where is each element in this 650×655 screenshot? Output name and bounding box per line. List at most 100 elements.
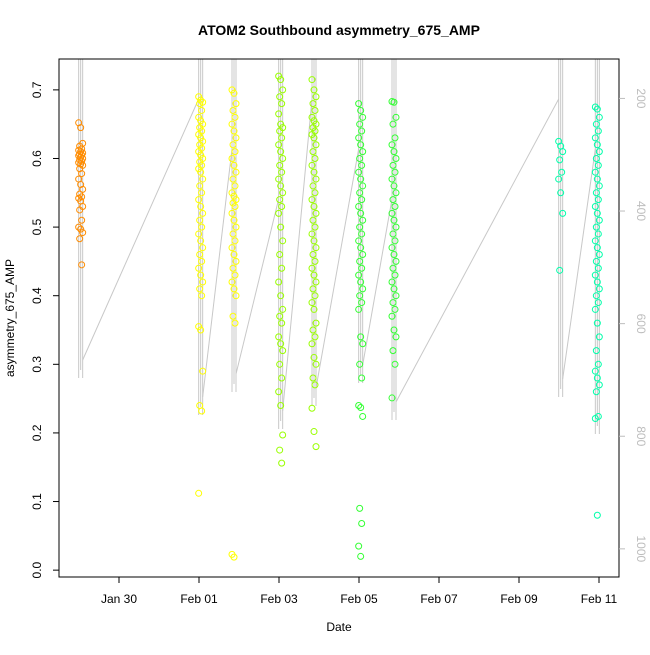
data-point <box>559 148 567 156</box>
data-point <box>359 412 367 420</box>
data-point <box>230 251 238 259</box>
y-axis: 0.0 0.1 0.2 0.3 0.4 0.5 0.6 0.7 <box>30 81 59 578</box>
data-point <box>355 542 363 550</box>
data-point <box>389 196 397 204</box>
y2-tick-label: 200 <box>634 88 648 108</box>
data-point <box>309 251 317 259</box>
data-point <box>232 292 240 300</box>
data-point <box>593 278 601 286</box>
data-point <box>278 203 286 211</box>
data-point <box>390 148 398 156</box>
data-point <box>355 168 363 176</box>
data-point <box>592 120 600 128</box>
data-point <box>389 230 397 238</box>
data-point <box>229 141 237 149</box>
x-tick-label: Feb 09 <box>500 592 538 606</box>
data-point <box>312 443 320 451</box>
data-point <box>230 192 238 200</box>
y-tick-label: 0.5 <box>30 218 44 235</box>
data-point <box>276 360 284 368</box>
data-point <box>310 271 318 279</box>
data-point <box>392 292 400 300</box>
data-point <box>391 134 399 142</box>
y-tick-label: 0.3 <box>30 356 44 373</box>
data-point <box>277 223 285 231</box>
data-point <box>389 264 397 272</box>
data-point <box>197 326 205 334</box>
data-point <box>279 431 287 439</box>
data-point <box>199 175 207 183</box>
data-point <box>228 86 236 94</box>
data-point <box>276 93 284 101</box>
data-point <box>392 189 400 197</box>
data-point <box>231 182 239 190</box>
data-points <box>75 72 603 561</box>
data-point <box>309 216 317 224</box>
data-point <box>232 168 240 176</box>
data-point <box>591 237 599 245</box>
data-point <box>558 168 566 176</box>
data-point <box>311 106 319 114</box>
data-point <box>195 489 203 497</box>
data-point <box>275 175 283 183</box>
data-point <box>392 113 400 121</box>
data-point <box>275 278 283 286</box>
y2-tick-label: 600 <box>634 314 648 334</box>
data-point <box>593 141 601 149</box>
data-point <box>310 86 318 94</box>
y2-axis: 200 400 600 800 1000 <box>619 88 648 563</box>
profile-lines <box>78 59 600 434</box>
data-point <box>229 264 237 272</box>
data-point <box>595 182 603 190</box>
data-point <box>555 175 563 183</box>
data-point <box>277 76 285 84</box>
data-point <box>356 257 364 265</box>
data-point <box>357 209 365 217</box>
data-point <box>391 168 399 176</box>
data-point <box>232 100 240 108</box>
data-point <box>591 305 599 313</box>
data-point <box>196 182 204 190</box>
data-point <box>390 326 398 334</box>
data-point <box>277 292 285 300</box>
data-point <box>311 223 319 231</box>
profile-transit-line <box>562 148 596 380</box>
data-point <box>78 261 86 269</box>
data-point <box>357 244 365 252</box>
data-point <box>230 89 238 97</box>
data-point <box>389 347 397 355</box>
y-tick-label: 0.6 <box>30 150 44 167</box>
data-point <box>308 130 316 138</box>
data-point <box>308 340 316 348</box>
data-point <box>389 299 397 307</box>
data-point <box>595 148 603 156</box>
data-point <box>594 360 602 368</box>
data-point <box>357 404 365 412</box>
data-point <box>358 299 366 307</box>
x-tick-label: Feb 11 <box>581 592 618 606</box>
data-point <box>557 189 565 197</box>
data-point <box>591 103 599 111</box>
data-point <box>309 100 317 108</box>
data-point <box>358 161 366 169</box>
x-axis-label: Date <box>326 620 352 634</box>
data-point <box>392 154 400 162</box>
data-point <box>195 93 203 101</box>
data-point <box>275 72 283 80</box>
x-axis: Jan 30 Feb 01 Feb 03 Feb 05 Feb 07 Feb 09 Feb … <box>101 577 618 606</box>
x-tick-label: Feb 07 <box>420 592 458 606</box>
data-point <box>308 264 316 272</box>
data-point <box>359 148 367 156</box>
data-point <box>231 237 239 245</box>
data-point <box>389 161 397 169</box>
profile-transit-line <box>315 148 360 389</box>
data-point <box>595 381 603 389</box>
data-point <box>310 305 318 313</box>
data-point <box>232 134 240 142</box>
data-point <box>310 237 318 245</box>
profile-transit-line <box>235 198 280 375</box>
data-point <box>355 305 363 313</box>
data-point <box>308 161 316 169</box>
data-point <box>592 189 600 197</box>
